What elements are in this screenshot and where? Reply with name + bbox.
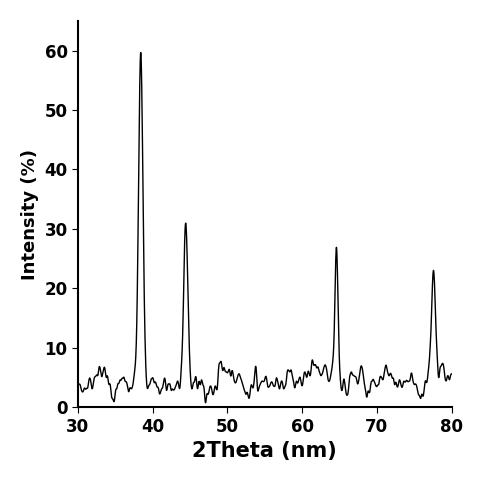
X-axis label: 2Theta (nm): 2Theta (nm) [193,441,337,461]
Y-axis label: Intensity (%): Intensity (%) [21,148,39,280]
